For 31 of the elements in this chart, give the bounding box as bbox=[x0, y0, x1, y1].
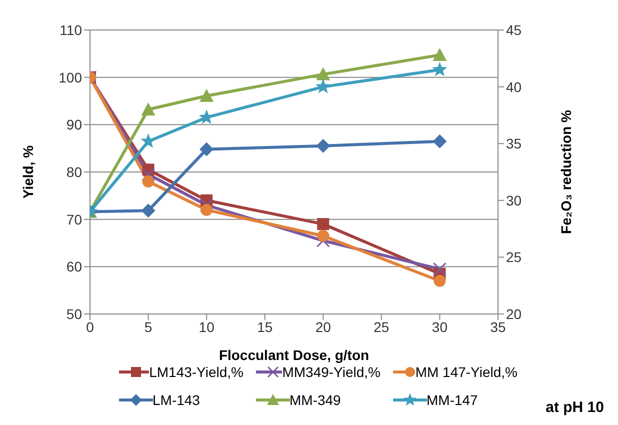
x-tick-label: 10 bbox=[198, 318, 215, 335]
x-tick-label: 20 bbox=[315, 318, 332, 335]
legend-label: LM-143 bbox=[152, 392, 200, 408]
legend-label: MM349-Yield,% bbox=[282, 364, 380, 380]
x-tick-label: 35 bbox=[490, 318, 506, 335]
x-axis-title: Flocculant Dose, g/ton bbox=[218, 347, 370, 363]
x-tick-label: 0 bbox=[86, 318, 94, 335]
y-tick-label: 50 bbox=[66, 306, 82, 322]
legend-label: MM-147 bbox=[426, 392, 478, 408]
y-axis-title: Yield, % bbox=[20, 144, 36, 199]
y2-tick-label: 40 bbox=[506, 78, 522, 95]
y-tick-label: 80 bbox=[66, 164, 82, 180]
y-tick-label: 90 bbox=[66, 116, 82, 133]
y2-tick-label: 25 bbox=[506, 249, 522, 266]
x-tick-label: 30 bbox=[432, 318, 448, 335]
y2-tick-label: 20 bbox=[506, 306, 522, 322]
y-tick-label: 100 bbox=[58, 69, 82, 86]
y-tick-label: 110 bbox=[60, 22, 82, 38]
y2-tick-label: 35 bbox=[506, 136, 522, 152]
y-tick-label: 60 bbox=[66, 258, 82, 275]
x-tick-label: 15 bbox=[257, 318, 273, 335]
y2-tick-label: 45 bbox=[506, 22, 522, 38]
text: at pH 10 bbox=[546, 399, 604, 416]
y2-tick-label: 30 bbox=[506, 192, 522, 208]
x-tick-label: 25 bbox=[374, 318, 390, 335]
legend-label: MM-349 bbox=[290, 392, 341, 408]
y2-axis-title: Fe₂O₃ reduction % bbox=[558, 109, 574, 234]
x-tick-label: 5 bbox=[144, 318, 152, 335]
legend-label: LM143-Yield,% bbox=[149, 364, 244, 380]
legend-label: MM 147-Yield,% bbox=[415, 364, 518, 380]
y-tick-label: 70 bbox=[66, 211, 82, 228]
